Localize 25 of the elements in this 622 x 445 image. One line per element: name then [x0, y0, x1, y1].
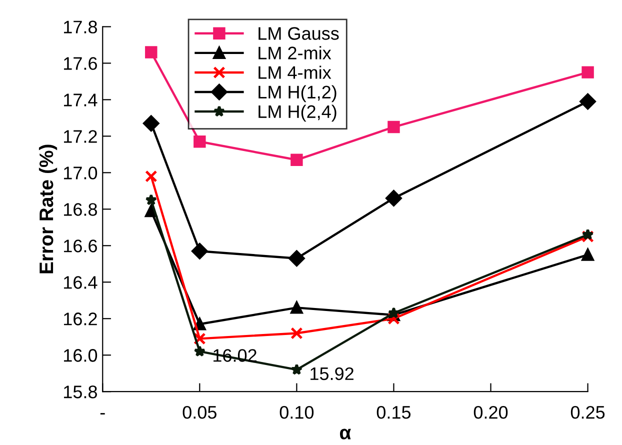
y-axis-title: Error Rate (%)	[38, 144, 58, 274]
y-tick-label: 17.2	[64, 130, 97, 143]
y-tick-label: 17.8	[64, 20, 97, 34]
x-tick-label: 0.10	[280, 406, 314, 419]
y-tick-label: 17.6	[64, 57, 97, 70]
legend-label: LM Gauss	[258, 27, 339, 40]
x-axis-title: α	[340, 428, 351, 440]
x-tick-label: 0.25	[570, 406, 605, 419]
y-tick-label: 16.6	[64, 240, 97, 252]
y-tick-label: 17.4	[64, 94, 98, 106]
x-tick-label: 0.20	[474, 406, 508, 419]
x-tick-label: 0.05	[182, 406, 216, 419]
y-tick-label: 16.4	[64, 276, 98, 289]
legend-label: LM H(2,4)	[258, 104, 336, 122]
y-tick-label: 17.0	[64, 166, 98, 180]
x-tick-label: 0.15	[376, 406, 411, 419]
y-tick-label: 16.0	[64, 349, 98, 362]
legend-label: LM 4-mix	[258, 66, 332, 79]
y-tick-label: 16.2	[64, 312, 97, 326]
annotation: 15.92	[310, 367, 354, 380]
legend-label: LM 2-mix	[258, 46, 332, 60]
legend-label: LM H(1,2)	[258, 85, 336, 102]
y-tick-label: 15.8	[64, 386, 97, 398]
y-tick-label: 16.8	[64, 203, 97, 216]
x-tick-label: -	[100, 413, 105, 414]
